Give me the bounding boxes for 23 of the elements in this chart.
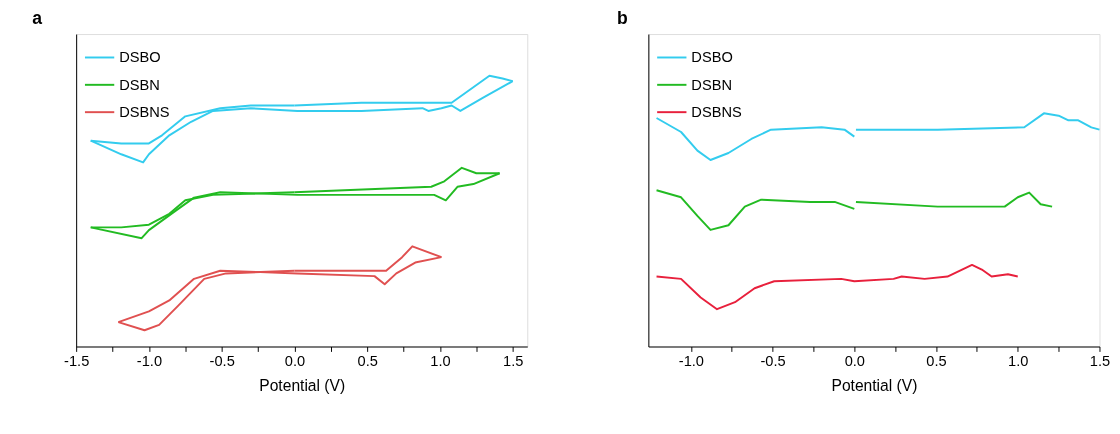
x-tick-label: -0.5: [209, 352, 235, 369]
legend-label: DSBO: [119, 49, 161, 66]
x-tick-label: 0.5: [357, 352, 378, 369]
x-axis-title: Potential (V): [831, 376, 918, 394]
x-tick-label: 1.5: [503, 352, 524, 369]
x-tick-label: 1.0: [430, 352, 451, 369]
x-tick-label: 1.0: [1008, 352, 1029, 369]
legend-label: DSBNS: [691, 104, 742, 121]
chart-title: a: [32, 8, 43, 29]
x-tick-label: -1.5: [64, 352, 90, 369]
x-tick-label: -1.0: [678, 352, 704, 369]
legend-label: DSBN: [691, 76, 732, 93]
x-tick-label: -0.5: [760, 352, 786, 369]
legend-label: DSBNS: [119, 104, 170, 121]
x-tick-label: 0.5: [926, 352, 947, 369]
x-tick-label: 1.5: [1089, 352, 1111, 369]
x-tick-label: 0.0: [284, 352, 306, 369]
chart-title: b: [617, 8, 628, 29]
legend-label: DSBN: [119, 76, 160, 93]
x-axis-title: Potential (V): [259, 376, 346, 394]
legend-label: DSBO: [691, 49, 733, 66]
x-tick-label: 0.0: [844, 352, 865, 369]
x-tick-label: -1.0: [136, 352, 163, 369]
